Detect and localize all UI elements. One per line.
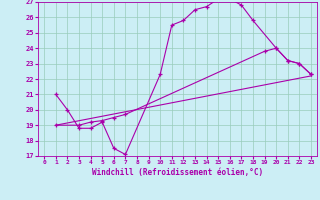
X-axis label: Windchill (Refroidissement éolien,°C): Windchill (Refroidissement éolien,°C)	[92, 168, 263, 177]
